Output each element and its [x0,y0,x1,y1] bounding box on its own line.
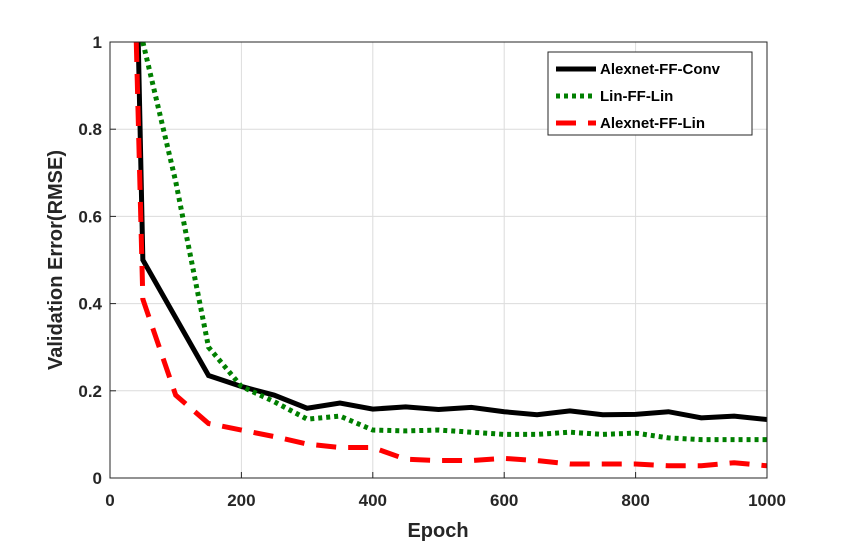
y-tick-label: 0.6 [78,207,102,226]
x-tick-label: 800 [621,491,649,510]
x-axis-label: Epoch [407,520,468,542]
x-tick-label: 200 [227,491,255,510]
x-tick-label: 400 [359,491,387,510]
legend-label: Lin-FF-Lin [600,88,673,105]
x-tick-label: 600 [490,491,518,510]
x-tick-label: 0 [105,491,114,510]
legend: Alexnet-FF-Conv Lin-FF-Lin Alexnet-FF-Lin [547,51,753,136]
legend-label: Alexnet-FF-Conv [600,61,721,78]
plot-lines [133,41,767,469]
y-axis-label: Validation Error(RMSE) [45,150,67,370]
y-tick-label: 0.4 [78,295,102,314]
x-tick-label: 1000 [748,491,786,510]
series-line [140,41,767,443]
y-tick-label: 0.2 [78,382,102,401]
plot-frame [109,41,768,479]
legend-label: Alexnet-FF-Lin [600,115,705,132]
y-tick-label: 1 [93,33,102,52]
ticks: 0 200 400 600 800 1000 0 0.2 0.4 0.6 0.8 1 [78,33,786,510]
y-tick-label: 0 [93,469,102,488]
y-tick-label: 0.8 [78,120,102,139]
